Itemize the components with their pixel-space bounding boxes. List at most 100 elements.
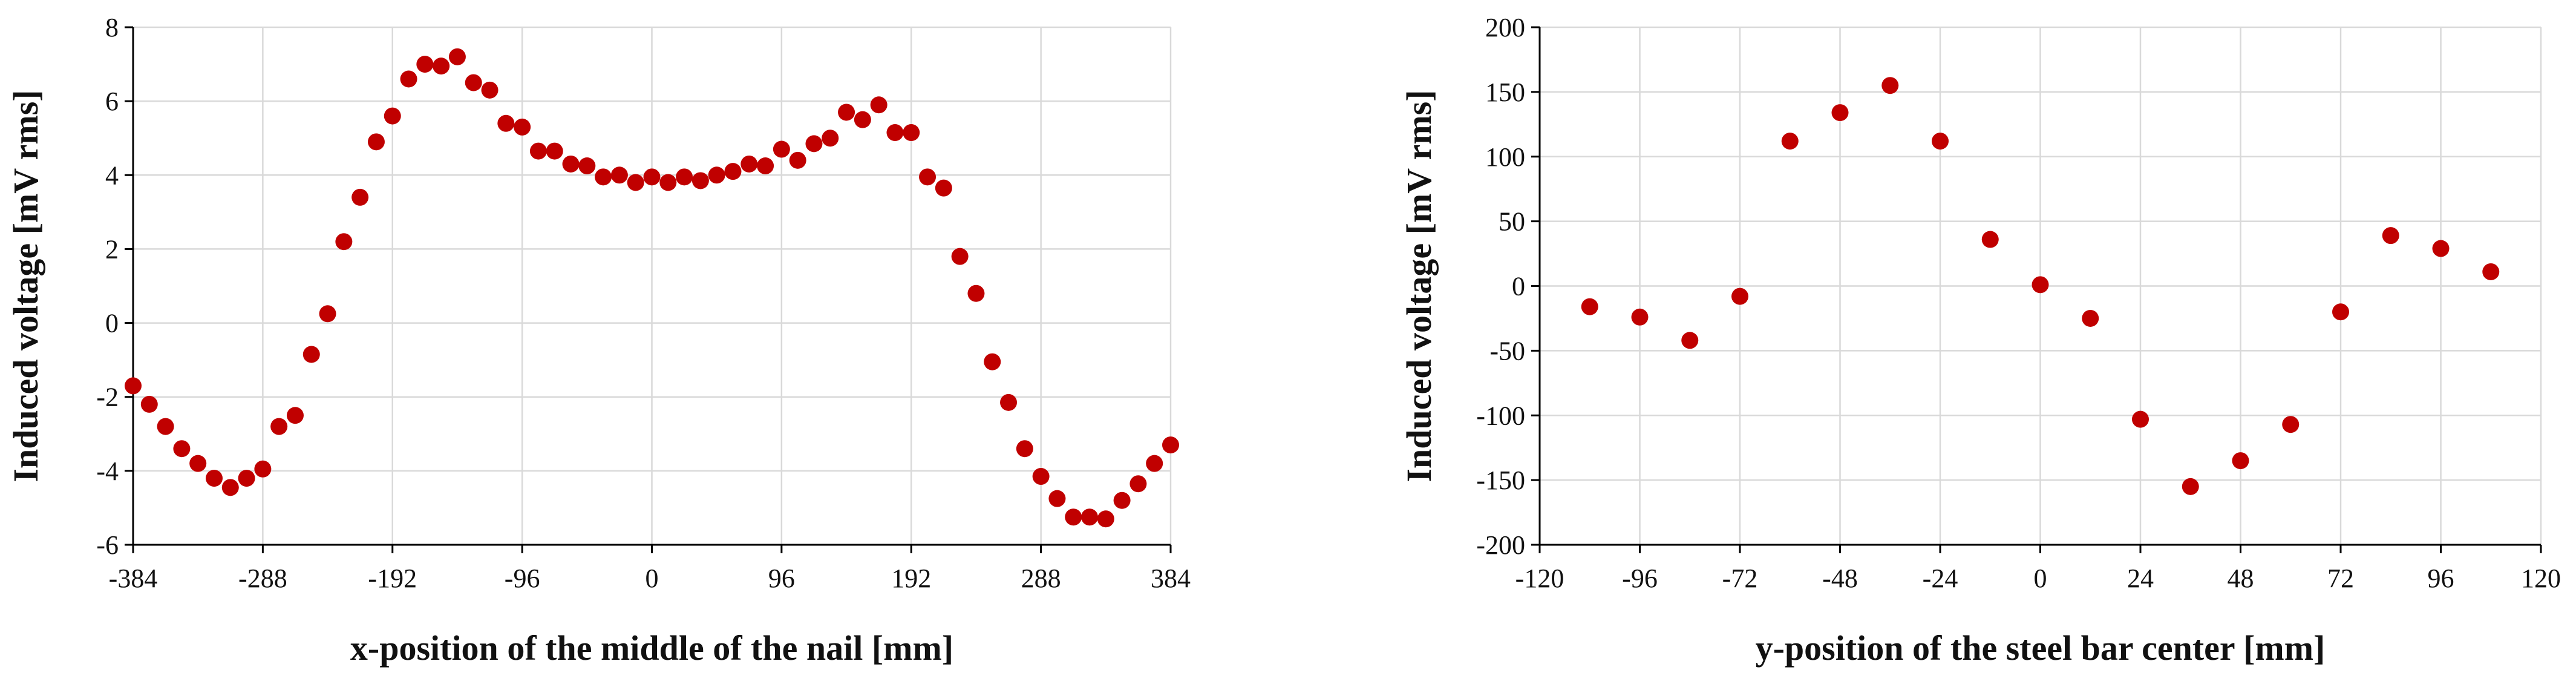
- chart-1-data-point: [854, 111, 871, 128]
- chart-1-data-point: [724, 163, 742, 180]
- chart-1-data-point: [627, 174, 644, 191]
- chart-1-data-point: [189, 455, 207, 472]
- chart-2-data-point: [1631, 308, 1649, 326]
- chart-1-data-point: [789, 151, 806, 169]
- chart-1-data-point: [676, 168, 693, 186]
- chart-1-data-point: [497, 114, 515, 132]
- chart-1-x-axis-title: x-position of the middle of the nail [mm…: [350, 628, 953, 668]
- chart-1-data-point: [157, 418, 174, 435]
- chart-1-data-point: [384, 107, 401, 125]
- chart-1-data-point: [1146, 455, 1163, 472]
- chart-1-data-point: [481, 81, 499, 99]
- chart-1-data-point: [595, 168, 612, 186]
- chart-2-x-tick-label: 120: [2521, 564, 2561, 593]
- chart-1-data-point: [416, 56, 434, 73]
- chart-1-data-point: [448, 48, 466, 65]
- chart-1-y-tick-label: -4: [96, 456, 119, 486]
- chart-1-data-point: [1048, 490, 1066, 507]
- chart-1-data-point: [740, 155, 758, 173]
- chart-1-data-point: [822, 130, 839, 147]
- chart-1-y-tick-label: 4: [105, 160, 119, 190]
- chart-1-y-tick-label: 2: [105, 234, 119, 264]
- chart-1-data-point: [1129, 475, 1147, 493]
- chart-2-y-axis-title: Induced voltage [mV rms]: [1399, 90, 1439, 482]
- chart-2-data-point: [2482, 263, 2500, 280]
- chart-2-x-tick-label: 24: [2127, 564, 2154, 593]
- chart-1-data-point: [221, 479, 239, 496]
- chart-2-data-point: [2082, 309, 2099, 327]
- chart-1-x-tick-label: 288: [1021, 564, 1061, 593]
- chart-1-data-point: [173, 440, 191, 458]
- chart-1-x-tick-label: -384: [109, 564, 158, 593]
- chart-1-data-point: [400, 70, 417, 88]
- chart-1-x-tick-label: -288: [238, 564, 287, 593]
- chart-1-data-point: [886, 124, 904, 142]
- chart-2-x-tick-label: -120: [1515, 564, 1564, 593]
- chart-1-x-tick-label: -96: [505, 564, 540, 593]
- chart-2-data-point: [1731, 288, 1748, 305]
- chart-2-data-point: [2232, 452, 2249, 470]
- chart-1-data-point: [319, 305, 336, 323]
- chart-1-data-point: [254, 460, 272, 478]
- chart-2-data-point: [1581, 298, 1598, 315]
- chart-1-data-point: [967, 284, 985, 302]
- chart-2-x-tick-label: 96: [2428, 564, 2454, 593]
- chart-1-x-tick-label: 96: [768, 564, 795, 593]
- chart-2-y-tick-label: 200: [1485, 13, 1525, 42]
- chart-1-x-tick-label: -192: [368, 564, 417, 593]
- chart-2-x-tick-label: -96: [1622, 564, 1658, 593]
- chart-1-data-point: [919, 168, 937, 186]
- chart-2-y-tick-label: 100: [1485, 142, 1525, 172]
- chart-2-data-point: [2282, 416, 2300, 433]
- chart-2-data-point: [2132, 410, 2149, 428]
- chart-1-data-point: [335, 233, 353, 251]
- chart-2-data-point: [2182, 478, 2199, 495]
- chart-2-data-point: [2432, 240, 2450, 257]
- chart-1-data-point: [757, 157, 774, 175]
- chart-2-data-point: [2382, 227, 2399, 245]
- chart-1-x-tick-label: 384: [1151, 564, 1191, 593]
- chart-2-data-point: [2332, 303, 2349, 321]
- chart-2-y-tick-label: 0: [1512, 272, 1525, 301]
- chart-2-y-tick-label: -200: [1476, 530, 1525, 560]
- chart-2-x-tick-label: -24: [1923, 564, 1958, 593]
- chart-1-data-point: [140, 395, 158, 413]
- chart-2-x-tick-label: -48: [1822, 564, 1858, 593]
- chart-1-y-tick-label: -6: [96, 530, 119, 560]
- chart-2-data-point: [1932, 133, 1949, 150]
- chart-2-data-point: [1831, 104, 1849, 122]
- chart-1-data-point: [984, 353, 1001, 370]
- chart-2-x-tick-label: -72: [1722, 564, 1758, 593]
- chart-1-data-point: [546, 142, 563, 160]
- chart-1-data-point: [1000, 393, 1018, 411]
- chart-1-data-point: [805, 135, 823, 153]
- chart-2-y-tick-label: -100: [1476, 401, 1525, 430]
- chart-1-data-point: [286, 407, 304, 424]
- chart-1-data-point: [838, 104, 855, 121]
- chart-2-x-tick-label: 48: [2228, 564, 2254, 593]
- chart-1-y-tick-label: 6: [105, 87, 119, 116]
- chart-1-data-point: [935, 179, 952, 197]
- chart-1-data-point: [1081, 508, 1099, 526]
- chart-2-data-point: [1981, 231, 1999, 248]
- chart-1-data-point: [351, 188, 369, 206]
- chart-1-data-point: [773, 140, 790, 158]
- chart-2-x-tick-label: 0: [2034, 564, 2047, 593]
- chart-2-y-tick-label: 150: [1485, 77, 1525, 107]
- chart-1-data-point: [514, 118, 531, 136]
- chart-2-y-tick-label: 50: [1499, 207, 1525, 237]
- chart-2-x-tick-label: 72: [2327, 564, 2354, 593]
- chart-1-y-axis-title: Induced voltage [mV rms]: [6, 90, 45, 482]
- chart-1-data-point: [302, 346, 320, 363]
- chart-1-data-point: [643, 168, 661, 186]
- chart-1-data-point: [433, 58, 450, 75]
- chart-1-data-point: [951, 248, 969, 265]
- chart-1-data-point: [562, 155, 580, 173]
- chart-2-y-tick-label: -50: [1489, 336, 1525, 366]
- chart-1-data-point: [529, 142, 547, 160]
- chart-1: -6 -4 -2 0 2 4 6 8 -384 -288 -192 -96 0 96 192 288 384 x-…: [6, 13, 1191, 668]
- chart-1-y-tick-label: 8: [105, 13, 119, 42]
- chart-1-x-tick-label: 0: [646, 564, 659, 593]
